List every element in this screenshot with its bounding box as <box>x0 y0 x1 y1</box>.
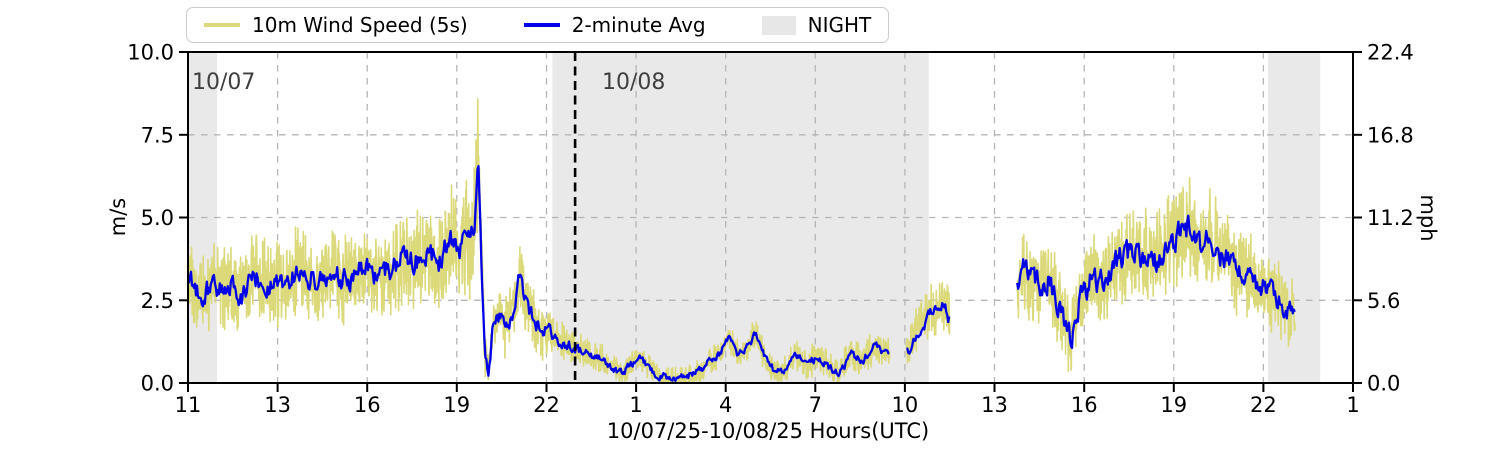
x-tick-label: 10 <box>892 393 919 417</box>
x-tick-label: 13 <box>264 393 291 417</box>
legend-item-night: NIGHT <box>761 13 872 37</box>
x-axis-label: 10/07/25-10/08/25 Hours(UTC) <box>606 419 930 443</box>
x-tick-label: 19 <box>443 393 470 417</box>
x-tick-label: 11 <box>175 393 202 417</box>
y-axis-label-left: m/s <box>106 197 130 237</box>
x-tick-label: 13 <box>981 393 1008 417</box>
x-tick-label: 22 <box>1250 393 1277 417</box>
y-tick-label-left: 2.5 <box>141 289 174 313</box>
y-tick-label-left: 5.0 <box>141 206 174 230</box>
avg-line-swatch <box>523 23 560 27</box>
legend-item-wind: 10m Wind Speed (5s) <box>204 13 468 37</box>
avg-line <box>1016 214 1296 350</box>
x-tick-label: 1 <box>629 393 642 417</box>
x-tick-label: 1 <box>1346 393 1359 417</box>
legend-night-label: NIGHT <box>807 13 872 37</box>
date-annotation-1008: 10/08 <box>602 70 666 95</box>
x-tick-label: 7 <box>809 393 822 417</box>
y-tick-label-right: 11.2 <box>1367 206 1414 230</box>
y-axis-label-right: mph <box>1416 194 1440 242</box>
avg-line <box>186 164 890 383</box>
y-tick-label-right: 5.6 <box>1367 289 1400 313</box>
y-tick-label-right: 16.8 <box>1367 123 1414 147</box>
date-annotation-1007: 10/07 <box>192 70 256 95</box>
avg-line <box>906 301 951 355</box>
x-tick-label: 22 <box>533 393 560 417</box>
y-tick-label-left: 0.0 <box>141 372 174 396</box>
legend-avg-label: 2-minute Avg <box>571 13 706 37</box>
x-tick-label: 4 <box>719 393 732 417</box>
legend-wind-label: 10m Wind Speed (5s) <box>252 13 468 37</box>
legend-item-avg: 2-minute Avg <box>523 13 706 37</box>
y-tick-label-left: 7.5 <box>141 123 174 147</box>
y-tick-label-right: 22.4 <box>1367 41 1414 65</box>
y-tick-label-left: 10.0 <box>127 41 174 65</box>
wind-speed-line <box>1016 177 1296 373</box>
x-tick-label: 16 <box>354 393 381 417</box>
night-patch-swatch <box>761 15 796 35</box>
wind-line-swatch <box>204 23 240 27</box>
chart-legend: 10m Wind Speed (5s) 2-minute Avg NIGHT <box>186 7 890 43</box>
x-tick-label: 19 <box>1160 393 1187 417</box>
x-tick-label: 16 <box>1071 393 1098 417</box>
y-tick-label-right: 0.0 <box>1367 372 1400 396</box>
